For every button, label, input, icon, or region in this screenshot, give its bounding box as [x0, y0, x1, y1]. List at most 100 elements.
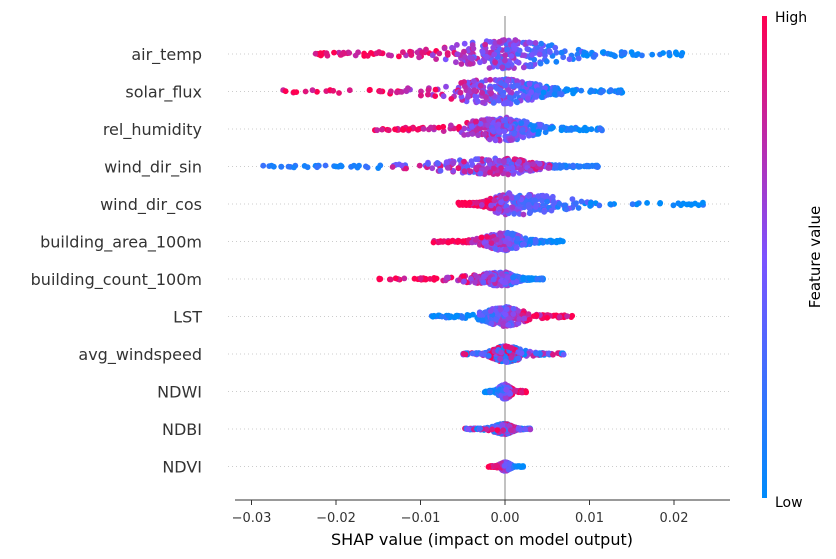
shap-point [512, 37, 519, 44]
shap-point [504, 46, 510, 53]
shap-point [400, 126, 407, 133]
shap-point [553, 49, 560, 56]
shap-point [538, 40, 545, 47]
colorbar-low-label: Low [775, 495, 803, 511]
shap-point [539, 197, 545, 204]
shap-point [532, 239, 539, 246]
shap-point [355, 49, 361, 56]
shap-point [518, 166, 524, 173]
shap-point [481, 117, 487, 124]
x-tick-label: −0.01 [401, 511, 441, 526]
shap-point [458, 80, 465, 86]
shap-point [479, 99, 486, 106]
shap-point [559, 164, 565, 170]
feature-labels: air_temp solar_flux rel_humidity wind_dir_s… [31, 45, 203, 477]
shap-point [564, 313, 570, 319]
shap-point [507, 391, 514, 397]
shap-point [314, 88, 320, 95]
shap-point [508, 427, 514, 434]
shap-point [543, 58, 550, 65]
shap-point [509, 204, 516, 211]
shap-point [504, 207, 510, 214]
shap-point [524, 46, 531, 52]
shap-point [314, 164, 320, 171]
shap-point [322, 162, 329, 169]
shap-point [511, 210, 517, 217]
feature-label: LST [173, 308, 202, 327]
shap-point [448, 238, 454, 245]
shap-point [418, 92, 424, 99]
shap-point [388, 88, 394, 95]
shap-point [498, 199, 504, 206]
shap-point [516, 158, 522, 165]
shap-point [376, 49, 382, 55]
shap-point [260, 162, 267, 169]
shap-point [493, 236, 500, 243]
shap-point [509, 164, 516, 171]
shap-point [501, 100, 507, 107]
shap-point [514, 82, 521, 89]
shap-point [536, 160, 543, 167]
shap-point [457, 89, 464, 96]
shap-point [375, 165, 382, 172]
shap-point [341, 50, 347, 57]
feature-label: wind_dir_cos [100, 195, 202, 215]
shap-point [520, 211, 527, 218]
shap-point [518, 389, 525, 396]
shap-point [302, 88, 309, 95]
shap-point [510, 274, 516, 281]
shap-point [560, 54, 567, 61]
shap-point [468, 276, 474, 282]
shap-point [461, 278, 467, 285]
shap-point [550, 238, 556, 245]
shap-point [505, 87, 512, 93]
shap-point [517, 426, 524, 433]
shap-point [499, 422, 506, 428]
shap-point [543, 193, 550, 199]
shap-point [351, 162, 357, 169]
shap-point [576, 127, 583, 134]
shap-point [514, 235, 521, 242]
shap-point [485, 353, 492, 359]
shap-point [485, 157, 492, 164]
shap-point [502, 52, 508, 59]
shap-point [510, 311, 517, 317]
shap-point [670, 202, 677, 209]
shap-point [443, 159, 450, 166]
shap-point [498, 349, 505, 356]
shap-point [470, 311, 476, 318]
shap-point [291, 89, 297, 95]
shap-point [566, 56, 573, 63]
shap-point [503, 306, 510, 313]
shap-point [526, 192, 533, 199]
shap-point [644, 200, 650, 206]
shap-point [559, 238, 566, 245]
shap-point [490, 100, 497, 106]
shap-point [561, 202, 568, 209]
shap-point [505, 62, 511, 69]
shap-point [461, 40, 468, 47]
shap-point [420, 125, 427, 132]
shap-point [468, 123, 475, 130]
x-tick-label: −0.02 [316, 511, 356, 526]
shap-point [503, 386, 510, 393]
feature-label: NDVI [162, 458, 202, 477]
shap-point [465, 426, 471, 433]
shap-point [529, 52, 535, 58]
shap-point [469, 55, 476, 62]
shap-point [505, 171, 511, 178]
shap-point [500, 92, 506, 99]
shap-point [475, 132, 482, 139]
feature-label: building_count_100m [31, 270, 202, 290]
shap-point [448, 96, 455, 102]
shap-point [432, 86, 439, 93]
shap-point [403, 165, 409, 172]
shap-point [454, 51, 461, 58]
shap-point [496, 38, 503, 45]
colorbar-gradient [762, 16, 767, 498]
shap-point [505, 165, 512, 172]
shap-point [684, 201, 690, 208]
x-tick-label: 0.00 [491, 511, 520, 526]
shap-point [408, 52, 415, 58]
shap-point [491, 51, 498, 58]
